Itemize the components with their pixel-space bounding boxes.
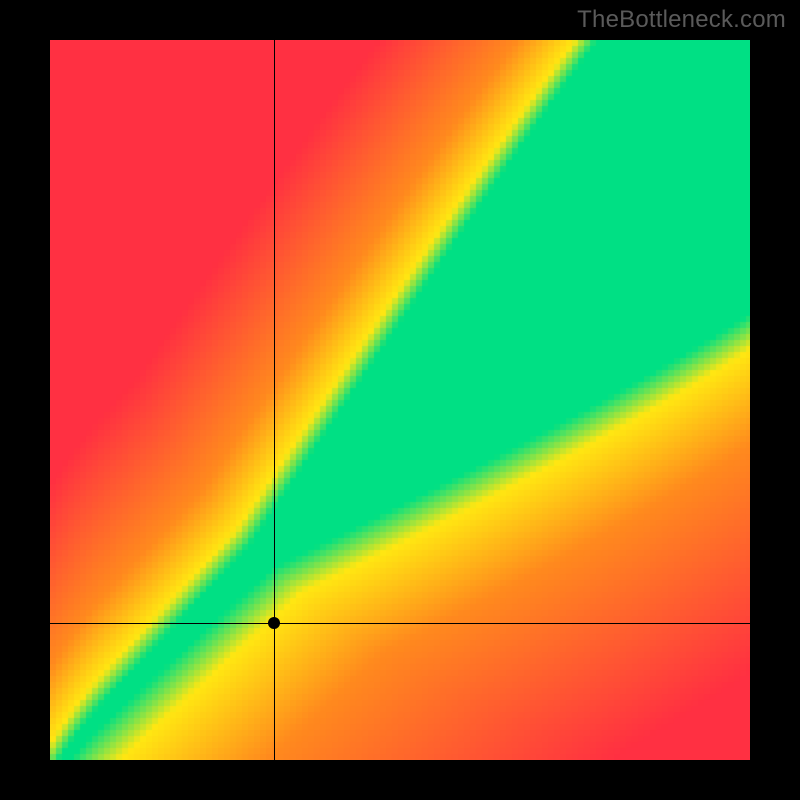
heatmap-plot	[50, 40, 750, 760]
chart-container: TheBottleneck.com	[0, 0, 800, 800]
crosshair-vertical	[274, 40, 275, 760]
watermark-text: TheBottleneck.com	[577, 6, 786, 34]
crosshair-horizontal	[50, 623, 750, 624]
marker-dot	[268, 617, 280, 629]
heatmap-canvas	[50, 40, 750, 760]
